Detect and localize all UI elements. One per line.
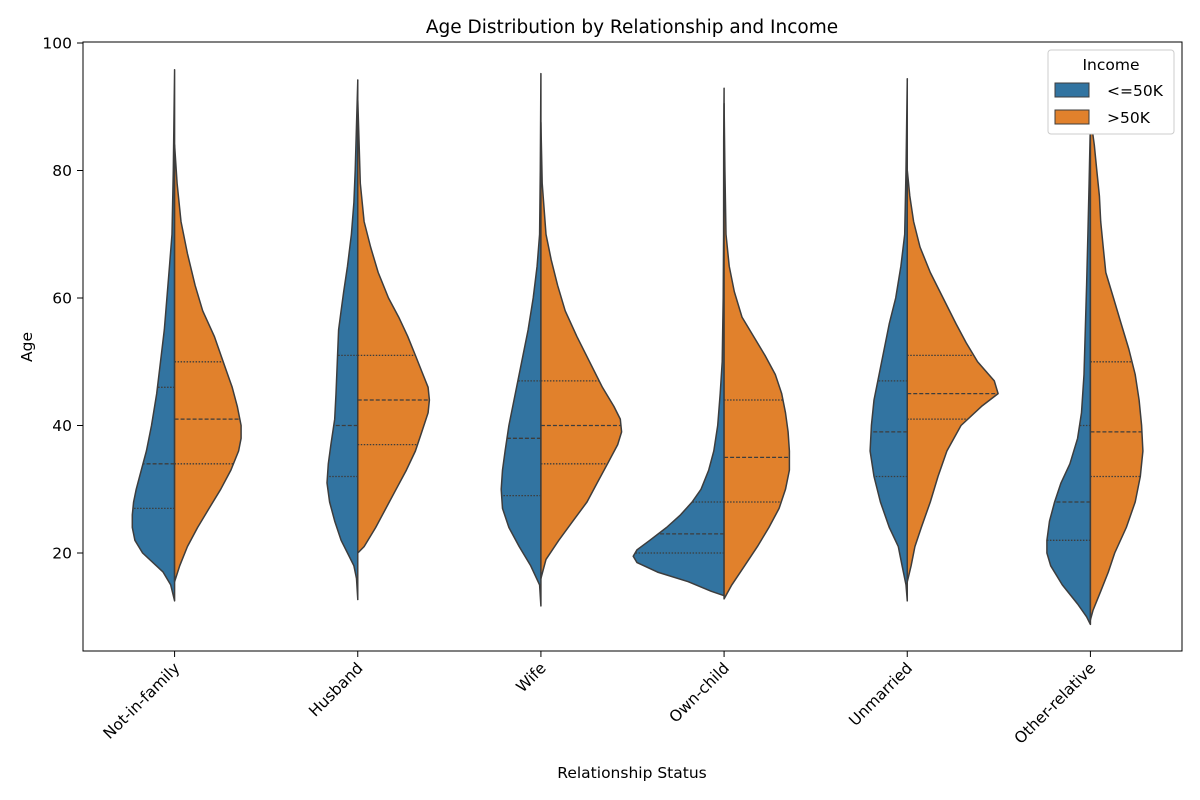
chart-title: Age Distribution by Relationship and Inc… <box>426 17 838 38</box>
violin-husband-le50k <box>326 79 359 601</box>
violin-unmarried-le50k <box>869 77 909 602</box>
y-tick-label: 100 <box>42 35 72 53</box>
plot-frame <box>82 41 1183 652</box>
violins-layer <box>131 69 1144 626</box>
legend-title: Income <box>1082 56 1139 74</box>
violin-not-in-family-gt50k <box>173 144 242 583</box>
y-axis: 20 40 60 80 100 <box>42 35 83 563</box>
legend-label-le50k: <=50K <box>1107 82 1164 100</box>
violin-other-relative-gt50k <box>1089 115 1144 621</box>
y-tick-label: 20 <box>52 545 72 563</box>
x-tick-label: Not-in-family <box>100 659 184 743</box>
legend-swatch-gt50k <box>1054 109 1090 125</box>
violin-wife-gt50k <box>540 121 623 580</box>
legend-label-gt50k: >50K <box>1107 109 1151 127</box>
x-tick-label: Other-relative <box>1011 659 1099 747</box>
violin-unmarried-gt50k <box>906 169 999 583</box>
violin-husband-gt50k <box>357 99 431 554</box>
x-tick-label: Unmarried <box>845 659 916 730</box>
y-tick-label: 60 <box>52 290 72 308</box>
x-tick-label: Wife <box>513 659 550 696</box>
violin-wife-le50k <box>500 72 542 607</box>
x-tick-label: Own-child <box>666 659 733 726</box>
violin-own-child-gt50k <box>723 102 791 600</box>
x-axis: Not-in-family Husband Wife Own-child Unmarri… <box>100 651 1099 748</box>
x-axis-label: Relationship Status <box>557 764 706 782</box>
y-axis-label: Age <box>18 332 36 362</box>
violin-other-relative-le50k <box>1046 121 1092 626</box>
legend: Income <=50K >50K <box>1047 49 1175 135</box>
y-tick-label: 80 <box>52 162 72 180</box>
x-tick-label: Husband <box>305 659 366 720</box>
legend-swatch-le50k <box>1054 82 1090 98</box>
violin-own-child-le50k <box>632 87 725 597</box>
y-tick-label: 40 <box>52 417 72 435</box>
violin-not-in-family-le50k <box>131 69 176 602</box>
